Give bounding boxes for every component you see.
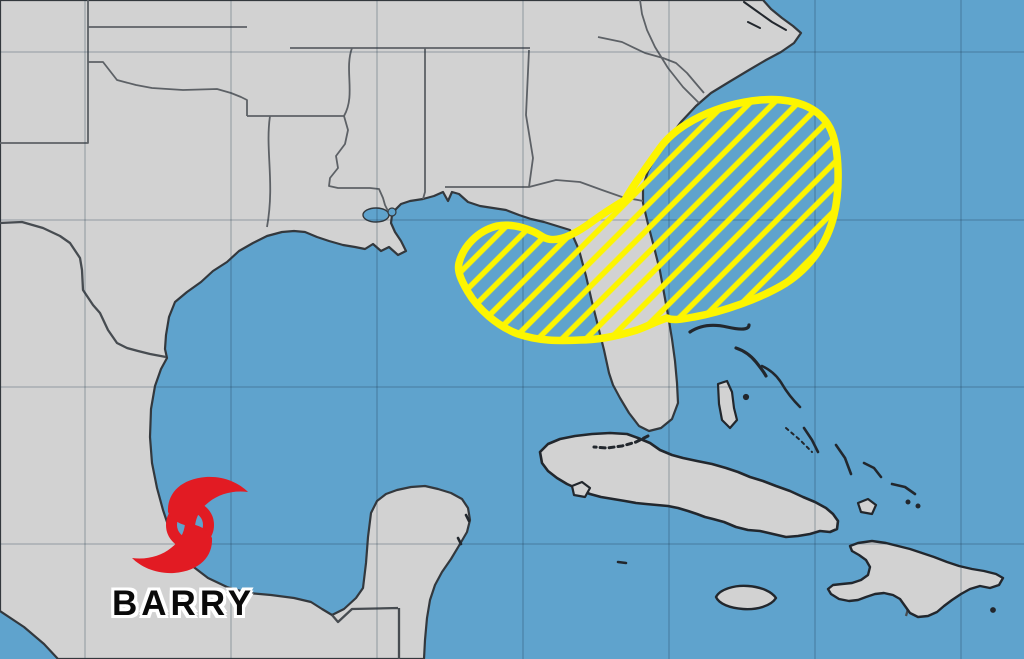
tropical-storm-icon (132, 476, 248, 574)
florida-keys (592, 434, 650, 450)
caribbean-islands (456, 1, 1005, 619)
north-america-landmass (0, 0, 803, 659)
storm-name-label: BARRY (112, 584, 256, 623)
rio-grande-border (0, 220, 167, 359)
isle-of-youth-island (570, 480, 592, 499)
outer-banks (743, 1, 787, 31)
state-borders (0, 0, 705, 228)
hispaniola-island (826, 539, 1005, 619)
cayman-cozumel-islets (456, 513, 628, 565)
formation-area (454, 95, 842, 345)
bahamas-islands (688, 323, 996, 613)
jamaica-island (714, 584, 778, 611)
cuba-island (538, 431, 840, 539)
lake-pontchartrain (362, 207, 397, 223)
guatemala-belize-border (331, 606, 401, 659)
